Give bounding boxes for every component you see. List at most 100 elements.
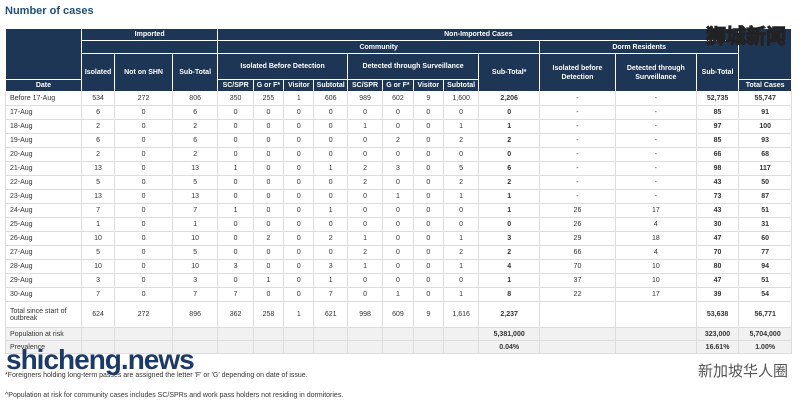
table-cell: 25-Aug: [5, 217, 82, 232]
header: Visitor: [283, 79, 315, 92]
table-cell: [114, 340, 173, 354]
table-cell: 29: [539, 231, 616, 246]
header: Sub-Total*: [478, 53, 541, 92]
table-cell: 1: [217, 203, 254, 218]
table-cell: 272: [114, 301, 173, 328]
table-cell: -: [539, 119, 616, 134]
table-cell: 0: [346, 203, 384, 218]
table-cell: 2: [382, 133, 414, 148]
table-cell: [80, 340, 116, 354]
table-cell: 258: [252, 301, 285, 328]
header: Community: [217, 40, 541, 54]
table-cell: 0: [412, 273, 444, 288]
table-cell: 0: [114, 189, 173, 204]
table-cell: -: [539, 189, 616, 204]
table-cell: 0: [252, 189, 285, 204]
table-cell: 6: [171, 105, 219, 120]
table-row: 23-Aug 13 0 13 0 0 0 0 0 1 0 1 1- -73 87: [5, 189, 792, 204]
table-cell: 0: [283, 133, 315, 148]
table-cell: 2,237: [478, 301, 541, 328]
table-cell: 68: [738, 147, 792, 162]
table-cell: 2: [171, 147, 219, 162]
table-cell: 0: [217, 119, 254, 134]
table-row: 28-Aug 10 0 10 3 0 0 3 1 0 0 1 4 70 10 80 94: [5, 259, 792, 274]
table-cell: 6: [80, 133, 116, 148]
table-row: 21-Aug 13 0 13 1 0 0 1 2 3 0 5 6- -98 117: [5, 161, 792, 176]
table-cell: 0: [478, 217, 541, 232]
table-row: 27-Aug 5 0 5 0 0 0 0 2 0 0 2 2 66 4 70 77: [5, 245, 792, 260]
table-cell: 5,381,000: [478, 327, 541, 341]
table-cell: -: [539, 91, 616, 106]
table-cell: 0: [412, 147, 444, 162]
table-cell: [283, 327, 315, 341]
table-cell: 0: [313, 133, 348, 148]
table-cell: 3: [171, 273, 219, 288]
header: Isolated Before Detection: [217, 53, 348, 80]
table-cell: 43: [695, 203, 740, 218]
table-cell: 0: [412, 203, 444, 218]
table-cell: 1: [313, 273, 348, 288]
table-cell: 39: [695, 287, 740, 302]
table-cell: 0: [252, 105, 285, 120]
table-cell: [171, 327, 219, 341]
title: Number of cases: [5, 5, 94, 17]
table-cell: 50: [738, 175, 792, 190]
table-cell: 0: [412, 175, 444, 190]
table-cell: 2: [478, 175, 541, 190]
table-cell: 13: [80, 161, 116, 176]
header: Visitor: [412, 79, 444, 92]
table-cell: 1: [346, 259, 384, 274]
table-cell: 6: [80, 105, 116, 120]
table-cell: 0: [382, 175, 414, 190]
table-cell: 4: [614, 217, 697, 232]
table-cell: [539, 301, 616, 328]
table-cell: 7: [171, 287, 219, 302]
table-cell: 10: [80, 259, 116, 274]
header: G or F*: [252, 79, 285, 92]
table-cell: 2: [346, 161, 384, 176]
table-cell: 989: [346, 91, 384, 106]
table-cell: -: [614, 119, 697, 134]
table-cell: 13: [171, 189, 219, 204]
table-cell: 0: [382, 105, 414, 120]
watermark: 狮城新闻: [706, 26, 787, 49]
header: Date: [5, 79, 82, 92]
header: Sub-Total: [695, 53, 740, 92]
table-cell: 7: [80, 203, 116, 218]
table-cell: 3: [478, 231, 541, 246]
table-cell: 26: [539, 203, 616, 218]
table-cell: 1: [313, 203, 348, 218]
table-cell: 37: [539, 273, 616, 288]
table-cell: 2: [252, 231, 285, 246]
table-cell: 9: [412, 301, 444, 328]
table-cell: 350: [217, 91, 254, 106]
table-cell: 9: [412, 91, 444, 106]
table-cell: [442, 327, 480, 341]
table-cell: 17: [614, 287, 697, 302]
table-row: 29-Aug 3 0 3 0 1 0 1 0 0 0 0 1 37 10 47 51: [5, 273, 792, 288]
table-cell: 2: [478, 245, 541, 260]
table-cell: -: [614, 91, 697, 106]
table-cell: 0: [283, 189, 315, 204]
table-cell: 0: [382, 147, 414, 162]
table-cell: 8: [478, 287, 541, 302]
table-row: 19-Aug 6 0 6 0 0 0 0 0 2 0 2 2- -85 93: [5, 133, 792, 148]
table-cell: [313, 327, 348, 341]
table-cell: -: [539, 105, 616, 120]
table-cell: 26-Aug: [5, 231, 82, 246]
table-cell: 0: [283, 245, 315, 260]
table-cell: 0: [382, 119, 414, 134]
table-cell: 0: [346, 147, 384, 162]
table-cell: 5: [442, 161, 480, 176]
table-cell: -: [614, 189, 697, 204]
table-cell: 0: [114, 119, 173, 134]
table-cell: 17-Aug: [5, 105, 82, 120]
table-cell: 93: [738, 133, 792, 148]
table-cell: [217, 327, 254, 341]
table-cell: 3: [313, 259, 348, 274]
table-cell: 255: [252, 91, 285, 106]
table-cell: 100: [738, 119, 792, 134]
table-cell: 1,600: [442, 91, 480, 106]
table-cell: 7: [80, 287, 116, 302]
table-cell: 602: [382, 91, 414, 106]
